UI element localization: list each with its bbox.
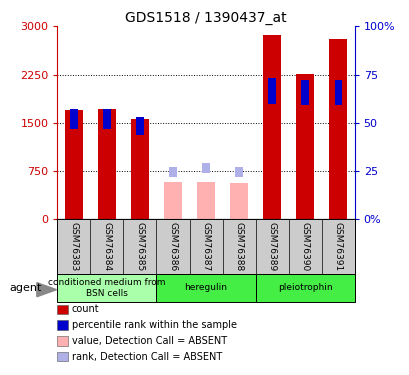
Text: GSM76389: GSM76389 — [267, 222, 276, 272]
Bar — [295, 74, 313, 219]
Text: percentile rank within the sample: percentile rank within the sample — [72, 320, 236, 330]
Bar — [229, 183, 247, 219]
Bar — [334, 80, 341, 105]
Bar — [262, 34, 281, 219]
Bar — [196, 182, 215, 219]
Text: GSM76388: GSM76388 — [234, 222, 243, 272]
Bar — [301, 80, 308, 105]
Bar — [70, 109, 77, 129]
Text: count: count — [72, 304, 99, 314]
Text: GSM76384: GSM76384 — [102, 222, 111, 271]
Text: heregulin: heregulin — [184, 284, 227, 292]
Bar — [164, 182, 182, 219]
Polygon shape — [37, 283, 56, 297]
Text: GSM76385: GSM76385 — [135, 222, 144, 272]
Bar — [98, 109, 116, 219]
Bar — [130, 119, 149, 219]
Bar — [235, 167, 242, 177]
Text: value, Detection Call = ABSENT: value, Detection Call = ABSENT — [72, 336, 226, 346]
Bar — [268, 78, 275, 104]
Text: GSM76391: GSM76391 — [333, 222, 342, 272]
Text: pleiotrophin: pleiotrophin — [277, 284, 332, 292]
Text: rank, Detection Call = ABSENT: rank, Detection Call = ABSENT — [72, 352, 221, 362]
Bar — [328, 39, 346, 219]
Text: GSM76383: GSM76383 — [69, 222, 78, 272]
Text: GSM76387: GSM76387 — [201, 222, 210, 272]
Text: GSM76390: GSM76390 — [300, 222, 309, 272]
Bar — [136, 117, 143, 135]
Title: GDS1518 / 1390437_at: GDS1518 / 1390437_at — [125, 11, 286, 25]
Text: agent: agent — [9, 283, 41, 293]
Bar — [255, 274, 354, 302]
Bar — [103, 109, 110, 129]
Bar — [202, 164, 209, 174]
Text: conditioned medium from
BSN cells: conditioned medium from BSN cells — [48, 278, 165, 297]
Bar — [65, 110, 83, 219]
Bar — [156, 274, 255, 302]
Bar — [169, 167, 176, 177]
Bar — [57, 274, 156, 302]
Text: GSM76386: GSM76386 — [168, 222, 177, 272]
